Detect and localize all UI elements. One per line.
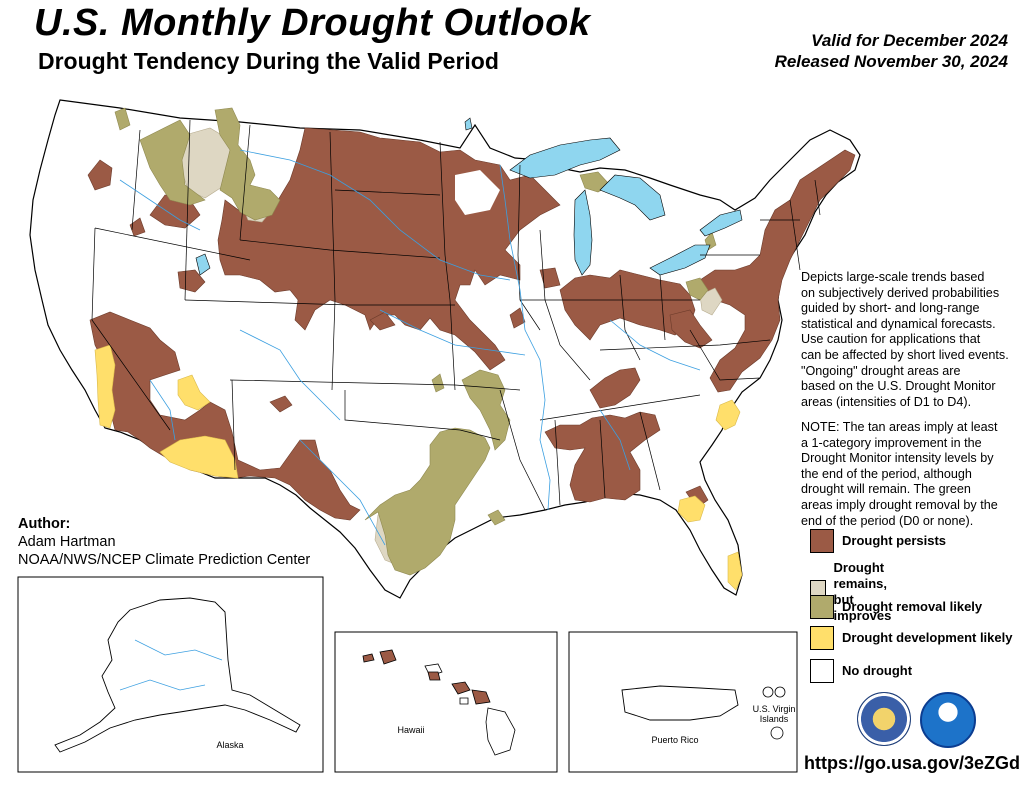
puerto-rico-inset-frame (568, 631, 798, 773)
state-borders (91, 119, 821, 511)
description-text: Depicts large-scale trends based on subj… (801, 270, 1009, 409)
valid-for-text: Valid for December 2024 (811, 31, 1008, 50)
alaska-inset-frame (17, 576, 324, 773)
hawaii-label: Hawaii (397, 725, 425, 735)
legend-item-no-drought: No drought (810, 659, 912, 683)
great-lakes (195, 117, 743, 276)
legend-swatch-removal (810, 595, 834, 619)
noaa-logo-icon (920, 692, 976, 748)
legend-swatch-no-drought (810, 659, 834, 683)
source-url-link[interactable]: https://go.usa.gov/3eZGd (804, 753, 1021, 773)
author-block: Author: Adam Hartman NOAA/NWS/NCEP Clima… (18, 515, 310, 569)
legend-item-development: Drought development likely (810, 626, 1012, 650)
drought-persists-areas (87, 127, 856, 521)
page-subtitle: Drought Tendency During the Valid Period (38, 48, 499, 74)
puerto-rico-label: Puerto Rico (651, 735, 699, 745)
usvi-label: U.S. Virgin Islands (752, 704, 796, 724)
puerto-rico-landmass (621, 685, 739, 721)
alaska-label: Alaska (216, 740, 244, 750)
usvi-islands (762, 686, 786, 740)
author-label: Author: (18, 516, 71, 532)
drought-development-areas (94, 344, 743, 591)
alaska-landmass (54, 597, 301, 753)
legend-swatch-development (810, 626, 834, 650)
doc-seal-icon (857, 692, 911, 746)
legend-swatch-persists (810, 529, 834, 553)
legend-item-persists: Drought persists (810, 529, 946, 553)
author-name: Adam Hartman (18, 534, 116, 550)
released-text: Released November 30, 2024 (774, 52, 1008, 71)
page-title: U.S. Monthly Drought Outlook (34, 2, 591, 44)
rivers (119, 149, 701, 546)
hawaii-inset-frame (334, 631, 558, 773)
legend-item-removal: Drought removal likely (810, 595, 982, 619)
author-org: NOAA/NWS/NCEP Climate Prediction Center (18, 552, 311, 568)
validity-info: Valid for December 2024 Released Novembe… (775, 30, 1008, 72)
alaska-rivers (119, 639, 223, 691)
hawaii-islands (362, 649, 516, 756)
note-text: NOTE: The tan areas imply at least a 1-c… (801, 420, 998, 528)
